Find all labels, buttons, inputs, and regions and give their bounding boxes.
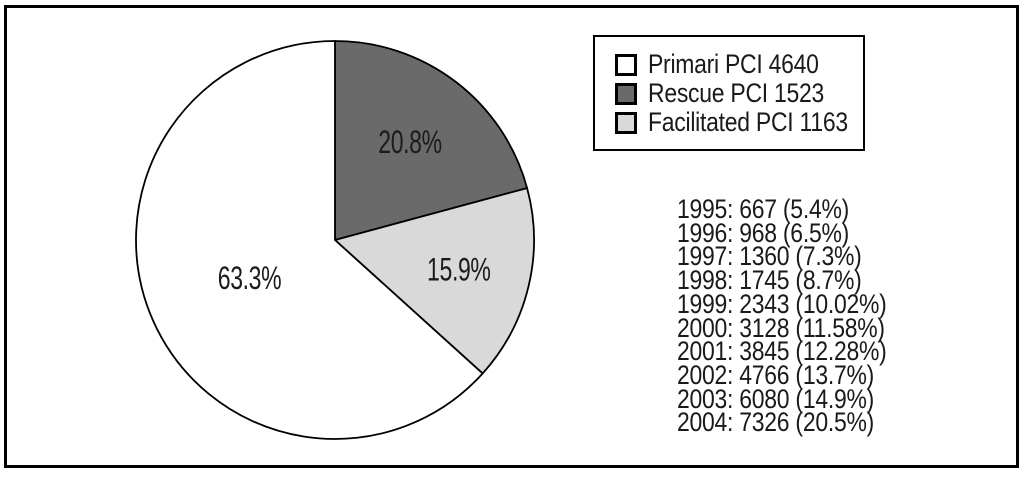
legend-item-label: Facilitated PCI 1163: [648, 107, 848, 137]
pie-slice-percentage-label: 15.9%: [427, 252, 491, 288]
yearly-stat-line: 2001: 3845 (12.28%): [677, 336, 887, 367]
legend-swatch-icon: [615, 82, 637, 105]
legend-item-label: Rescue PCI 1523: [648, 78, 825, 108]
pie-slice-primari-pci: [135, 40, 484, 440]
yearly-stat-line: 1996: 968 (6.5%): [677, 217, 849, 248]
legend-swatch-icon: [615, 111, 637, 134]
legend-swatch-icon: [615, 53, 637, 76]
yearly-stat-line: 1999: 2343 (10.02%): [677, 288, 887, 319]
pie-slice-rescue-pci: [334, 40, 529, 241]
yearly-stat-line: 2004: 7326 (20.5%): [677, 407, 875, 438]
yearly-stat-line: 2000: 3128 (11.58%): [677, 312, 885, 343]
yearly-stat-line: 1995: 667 (5.4%): [677, 194, 849, 224]
yearly-stats-list: 1995: 667 (5.4%) 1996: 968 (6.5%) 1997: 13…: [677, 194, 924, 438]
legend-box: Primari PCI 4640 Rescue PCI 1523 Facilitat…: [593, 35, 865, 151]
legend-item: Primari PCI 4640: [615, 50, 863, 79]
pie-slice-facilitated-pci: [334, 187, 535, 375]
yearly-stat-line: 1997: 1360 (7.3%): [677, 241, 862, 272]
legend-item: Rescue PCI 1523: [615, 79, 863, 108]
legend-item: Facilitated PCI 1163: [615, 108, 863, 137]
pie-slice-percentage-label: 63.3%: [218, 260, 282, 296]
pie-slice-percentage-label: 20.8%: [378, 124, 442, 160]
yearly-stat-line: 2002: 4766 (13.7%): [677, 359, 875, 390]
yearly-stat-line: 2003: 6080 (14.9%): [677, 383, 875, 414]
yearly-stat-line: 1998: 1745 (8.7%): [677, 265, 862, 296]
legend-item-label: Primari PCI 4640: [648, 49, 819, 79]
pie-slices: 20.8% 15.9% 63.3%: [135, 40, 535, 440]
